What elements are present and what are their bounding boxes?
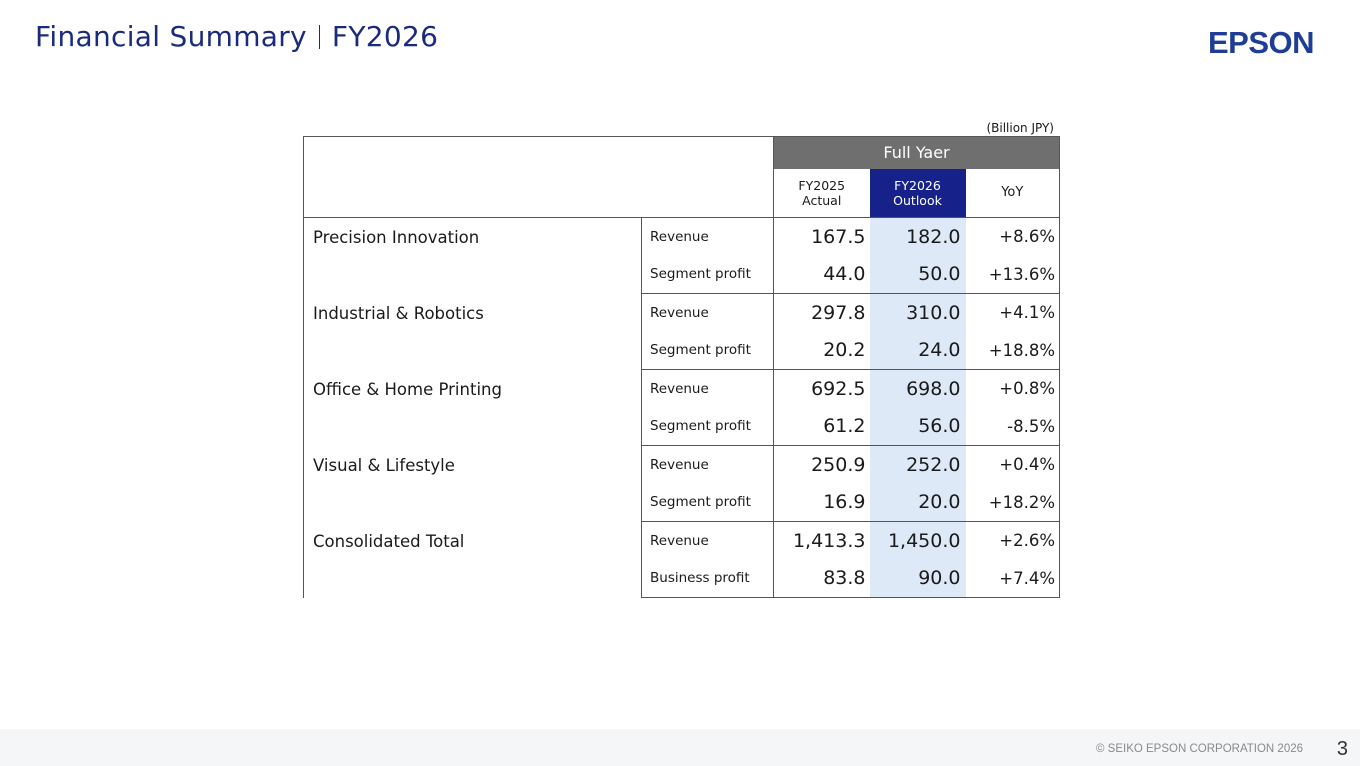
table-row: Segment profit 16.9 20.0 +18.2% — [304, 483, 1061, 522]
table-row: Segment profit 61.2 56.0 -8.5% — [304, 407, 1061, 446]
outlook-value: 310.0 — [869, 293, 966, 332]
yoy-value: -8.5% — [965, 407, 1061, 446]
table-row: Segment profit 44.0 50.0 +13.6% — [304, 255, 1061, 294]
table-row: Precision Innovation Revenue 167.5 182.0… — [303, 217, 1061, 294]
yoy-value: +18.8% — [965, 331, 1061, 370]
column-header-actual: FY2025 Actual — [773, 168, 870, 218]
metric-label: Business profit — [641, 559, 774, 598]
table-row: Business profit 83.8 90.0 +7.4% — [304, 559, 1061, 598]
financial-summary-table: Full Yaer FY2025 Actual FY2026 Outlook Y… — [303, 136, 1061, 598]
metric-label: Revenue — [641, 369, 774, 408]
segment-name: Consolidated Total — [303, 521, 642, 598]
yoy-value: +4.1% — [965, 293, 1061, 332]
column-header-yoy: YoY — [965, 168, 1061, 218]
yoy-value: +18.2% — [965, 483, 1061, 522]
unit-label: (Billion JPY) — [986, 121, 1054, 135]
actual-value: 61.2 — [773, 407, 870, 446]
segment-name: Office & Home Printing — [303, 369, 642, 446]
page-title-year: FY2026 — [331, 20, 439, 53]
table-row: Consolidated Total Revenue 1,413.3 1,450… — [303, 521, 1061, 598]
actual-value: 16.9 — [773, 483, 870, 522]
actual-value: 692.5 — [811, 377, 866, 400]
outlook-value: 252.0 — [869, 445, 966, 484]
metric-label: Segment profit — [641, 483, 774, 522]
outlook-value: 1,450.0 — [869, 521, 966, 560]
page-title: Financial Summary FY2026 — [35, 20, 438, 53]
page-number: 3 — [1336, 738, 1348, 760]
metric-label: Revenue — [641, 445, 774, 484]
yoy-value: +13.6% — [965, 255, 1061, 294]
metric-label: Revenue — [641, 217, 774, 256]
column-header-actual-year: FY2025 — [798, 177, 846, 193]
column-header-actual-label: Actual — [802, 192, 842, 208]
table-row: Segment profit 20.2 24.0 +18.8% — [304, 331, 1061, 370]
yoy-value: +8.6% — [965, 217, 1061, 256]
outlook-value: 20.0 — [869, 483, 966, 522]
segment-name: Industrial & Robotics — [303, 293, 642, 370]
column-header-outlook-year: FY2026 — [894, 177, 941, 193]
column-header-outlook-label: Outlook — [893, 192, 942, 208]
yoy-value: +0.8% — [965, 369, 1061, 408]
period-header: Full Yaer — [773, 136, 1061, 169]
metric-label: Revenue — [641, 293, 774, 332]
actual-value: 297.8 — [811, 301, 866, 324]
yoy-value: +2.6% — [965, 521, 1061, 560]
title-separator — [318, 25, 320, 49]
yoy-value: +7.4% — [965, 559, 1061, 598]
segment-name: Visual & Lifestyle — [303, 445, 642, 522]
table-header-row: Full Yaer — [303, 136, 1061, 218]
table-row: Visual & Lifestyle Revenue 250.9 252.0 +… — [303, 445, 1061, 522]
metric-label: Segment profit — [641, 331, 774, 370]
column-header-outlook: FY2026 Outlook — [869, 168, 966, 218]
table-subheader-row: FY2025 Actual FY2026 Outlook YoY — [304, 168, 1061, 218]
actual-value: 167.5 — [811, 225, 866, 248]
outlook-value: 698.0 — [869, 369, 966, 408]
header-blank-cell — [303, 136, 774, 218]
yoy-value: +0.4% — [965, 445, 1061, 484]
outlook-value: 56.0 — [869, 407, 966, 446]
actual-value: 20.2 — [773, 331, 870, 370]
copyright-text: © SEIKO EPSON CORPORATION 2026 — [1096, 743, 1304, 755]
epson-logo: EPSON — [1208, 25, 1315, 60]
actual-value: 44.0 — [773, 255, 870, 294]
outlook-value: 50.0 — [869, 255, 966, 294]
metric-label: Revenue — [641, 521, 774, 560]
segment-name: Precision Innovation — [303, 217, 642, 294]
metric-label: Segment profit — [641, 407, 774, 446]
actual-value: 83.8 — [773, 559, 870, 598]
actual-value: 1,413.3 — [792, 529, 866, 552]
table-row: Industrial & Robotics Revenue 297.8 310.… — [303, 293, 1061, 370]
actual-value: 250.9 — [811, 453, 866, 476]
outlook-value: 182.0 — [869, 217, 966, 256]
table-row: Office & Home Printing Revenue 692.5 698… — [303, 369, 1061, 446]
metric-label: Segment profit — [641, 255, 774, 294]
outlook-value: 24.0 — [869, 331, 966, 370]
page-title-main: Financial Summary — [35, 20, 307, 53]
outlook-value: 90.0 — [869, 559, 966, 598]
footer-bar — [0, 729, 1360, 766]
